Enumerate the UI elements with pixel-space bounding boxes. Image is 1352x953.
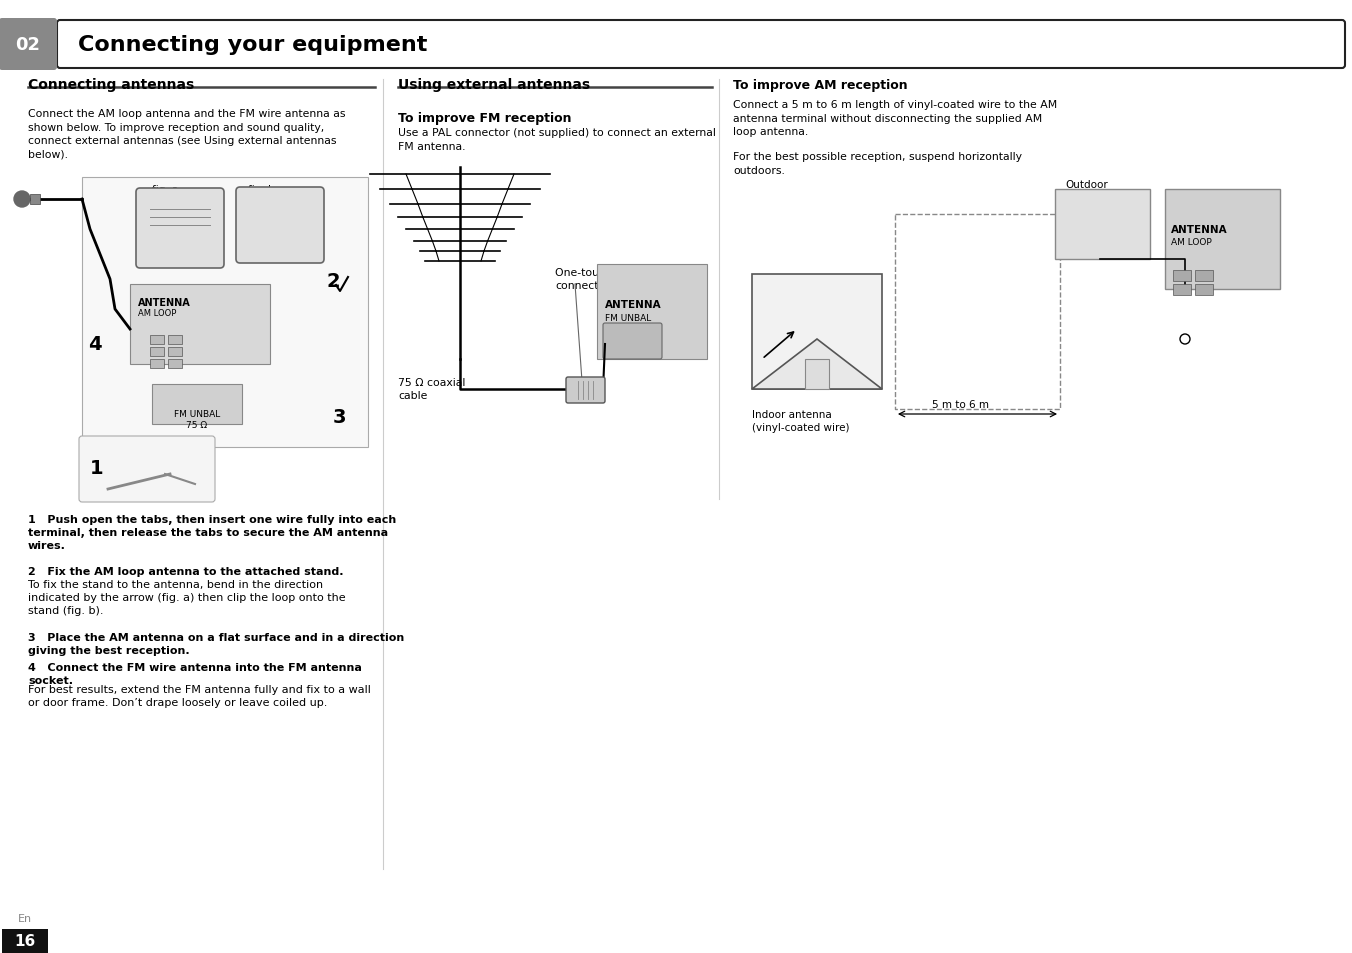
FancyBboxPatch shape [78,436,215,502]
Text: 3: 3 [333,408,346,427]
Bar [1165,190,1280,290]
Bar [168,335,183,345]
Bar [1055,190,1151,260]
Text: 02: 02 [15,36,41,54]
Text: ANTENNA: ANTENNA [1171,225,1228,234]
FancyBboxPatch shape [137,189,224,269]
Bar [1,929,49,953]
Text: For the best possible reception, suspend horizontally
outdoors.: For the best possible reception, suspend… [733,152,1022,175]
Text: Connecting antennas: Connecting antennas [28,78,195,91]
Text: 2   Fix the AM loop antenna to the attached stand.: 2 Fix the AM loop antenna to the attache… [28,566,343,577]
Text: FM UNBAL
75 Ω: FM UNBAL 75 Ω [174,410,220,430]
FancyBboxPatch shape [57,21,1345,69]
Bar [30,194,41,205]
Text: 16: 16 [15,934,35,948]
Text: Indoor antenna
(vinyl-coated wire): Indoor antenna (vinyl-coated wire) [752,410,849,433]
Text: To improve AM reception: To improve AM reception [733,79,907,91]
Text: 4: 4 [88,335,101,354]
Text: For best results, extend the FM antenna fully and fix to a wall
or door frame. D: For best results, extend the FM antenna … [28,684,370,707]
Text: 3   Place the AM antenna on a flat surface and in a direction
giving the best re: 3 Place the AM antenna on a flat surface… [28,633,404,656]
Text: 1: 1 [91,458,104,477]
Bar [1174,285,1191,295]
Text: AM LOOP: AM LOOP [1171,237,1211,247]
Text: 5 m to 6 m: 5 m to 6 m [932,399,988,410]
Text: ANTENNA: ANTENNA [138,297,191,308]
Bar [168,348,183,356]
Text: Connecting your equipment: Connecting your equipment [78,35,427,55]
Text: 4   Connect the FM wire antenna into the FM antenna
socket.: 4 Connect the FM wire antenna into the F… [28,662,362,685]
FancyBboxPatch shape [603,324,662,359]
Text: fig. a: fig. a [151,185,178,194]
Bar [752,274,882,390]
Text: Outdoor
antenna: Outdoor antenna [1065,180,1109,203]
Text: ANTENNA: ANTENNA [604,299,661,310]
Bar [150,348,164,356]
FancyBboxPatch shape [0,19,57,71]
Bar [598,265,707,359]
Text: AM LOOP: AM LOOP [138,309,176,317]
Text: 1   Push open the tabs, then insert one wire fully into each
terminal, then rele: 1 Push open the tabs, then insert one wi… [28,515,396,551]
FancyBboxPatch shape [237,188,324,264]
Bar [82,178,368,448]
Bar [1195,271,1213,282]
Text: fig. b: fig. b [247,185,274,194]
Text: Using external antennas: Using external antennas [397,78,589,91]
Bar [804,359,829,390]
Text: Use a PAL connector (not supplied) to connect an external
FM antenna.: Use a PAL connector (not supplied) to co… [397,128,715,152]
Polygon shape [752,339,882,390]
Bar [1174,271,1191,282]
Text: To fix the stand to the antenna, bend in the direction
indicated by the arrow (f: To fix the stand to the antenna, bend in… [28,579,346,616]
Bar [151,385,242,424]
Bar [1195,285,1213,295]
Text: FM UNBAL: FM UNBAL [604,314,652,323]
FancyBboxPatch shape [566,377,604,403]
Text: 2: 2 [326,272,339,291]
Bar [150,359,164,369]
Bar [150,335,164,345]
Bar [130,285,270,365]
Text: En: En [18,913,32,923]
Text: 75 Ω: 75 Ω [604,325,626,334]
Text: To improve FM reception: To improve FM reception [397,112,572,125]
Text: Connect the AM loop antenna and the FM wire antenna as
shown below. To improve r: Connect the AM loop antenna and the FM w… [28,109,346,160]
Bar [168,359,183,369]
Text: One-touch PAL
connector: One-touch PAL connector [556,268,635,291]
Text: 75 Ω coaxial
cable: 75 Ω coaxial cable [397,377,465,401]
Text: Connect a 5 m to 6 m length of vinyl-coated wire to the AM
antenna terminal with: Connect a 5 m to 6 m length of vinyl-coa… [733,100,1057,137]
Circle shape [14,192,30,208]
